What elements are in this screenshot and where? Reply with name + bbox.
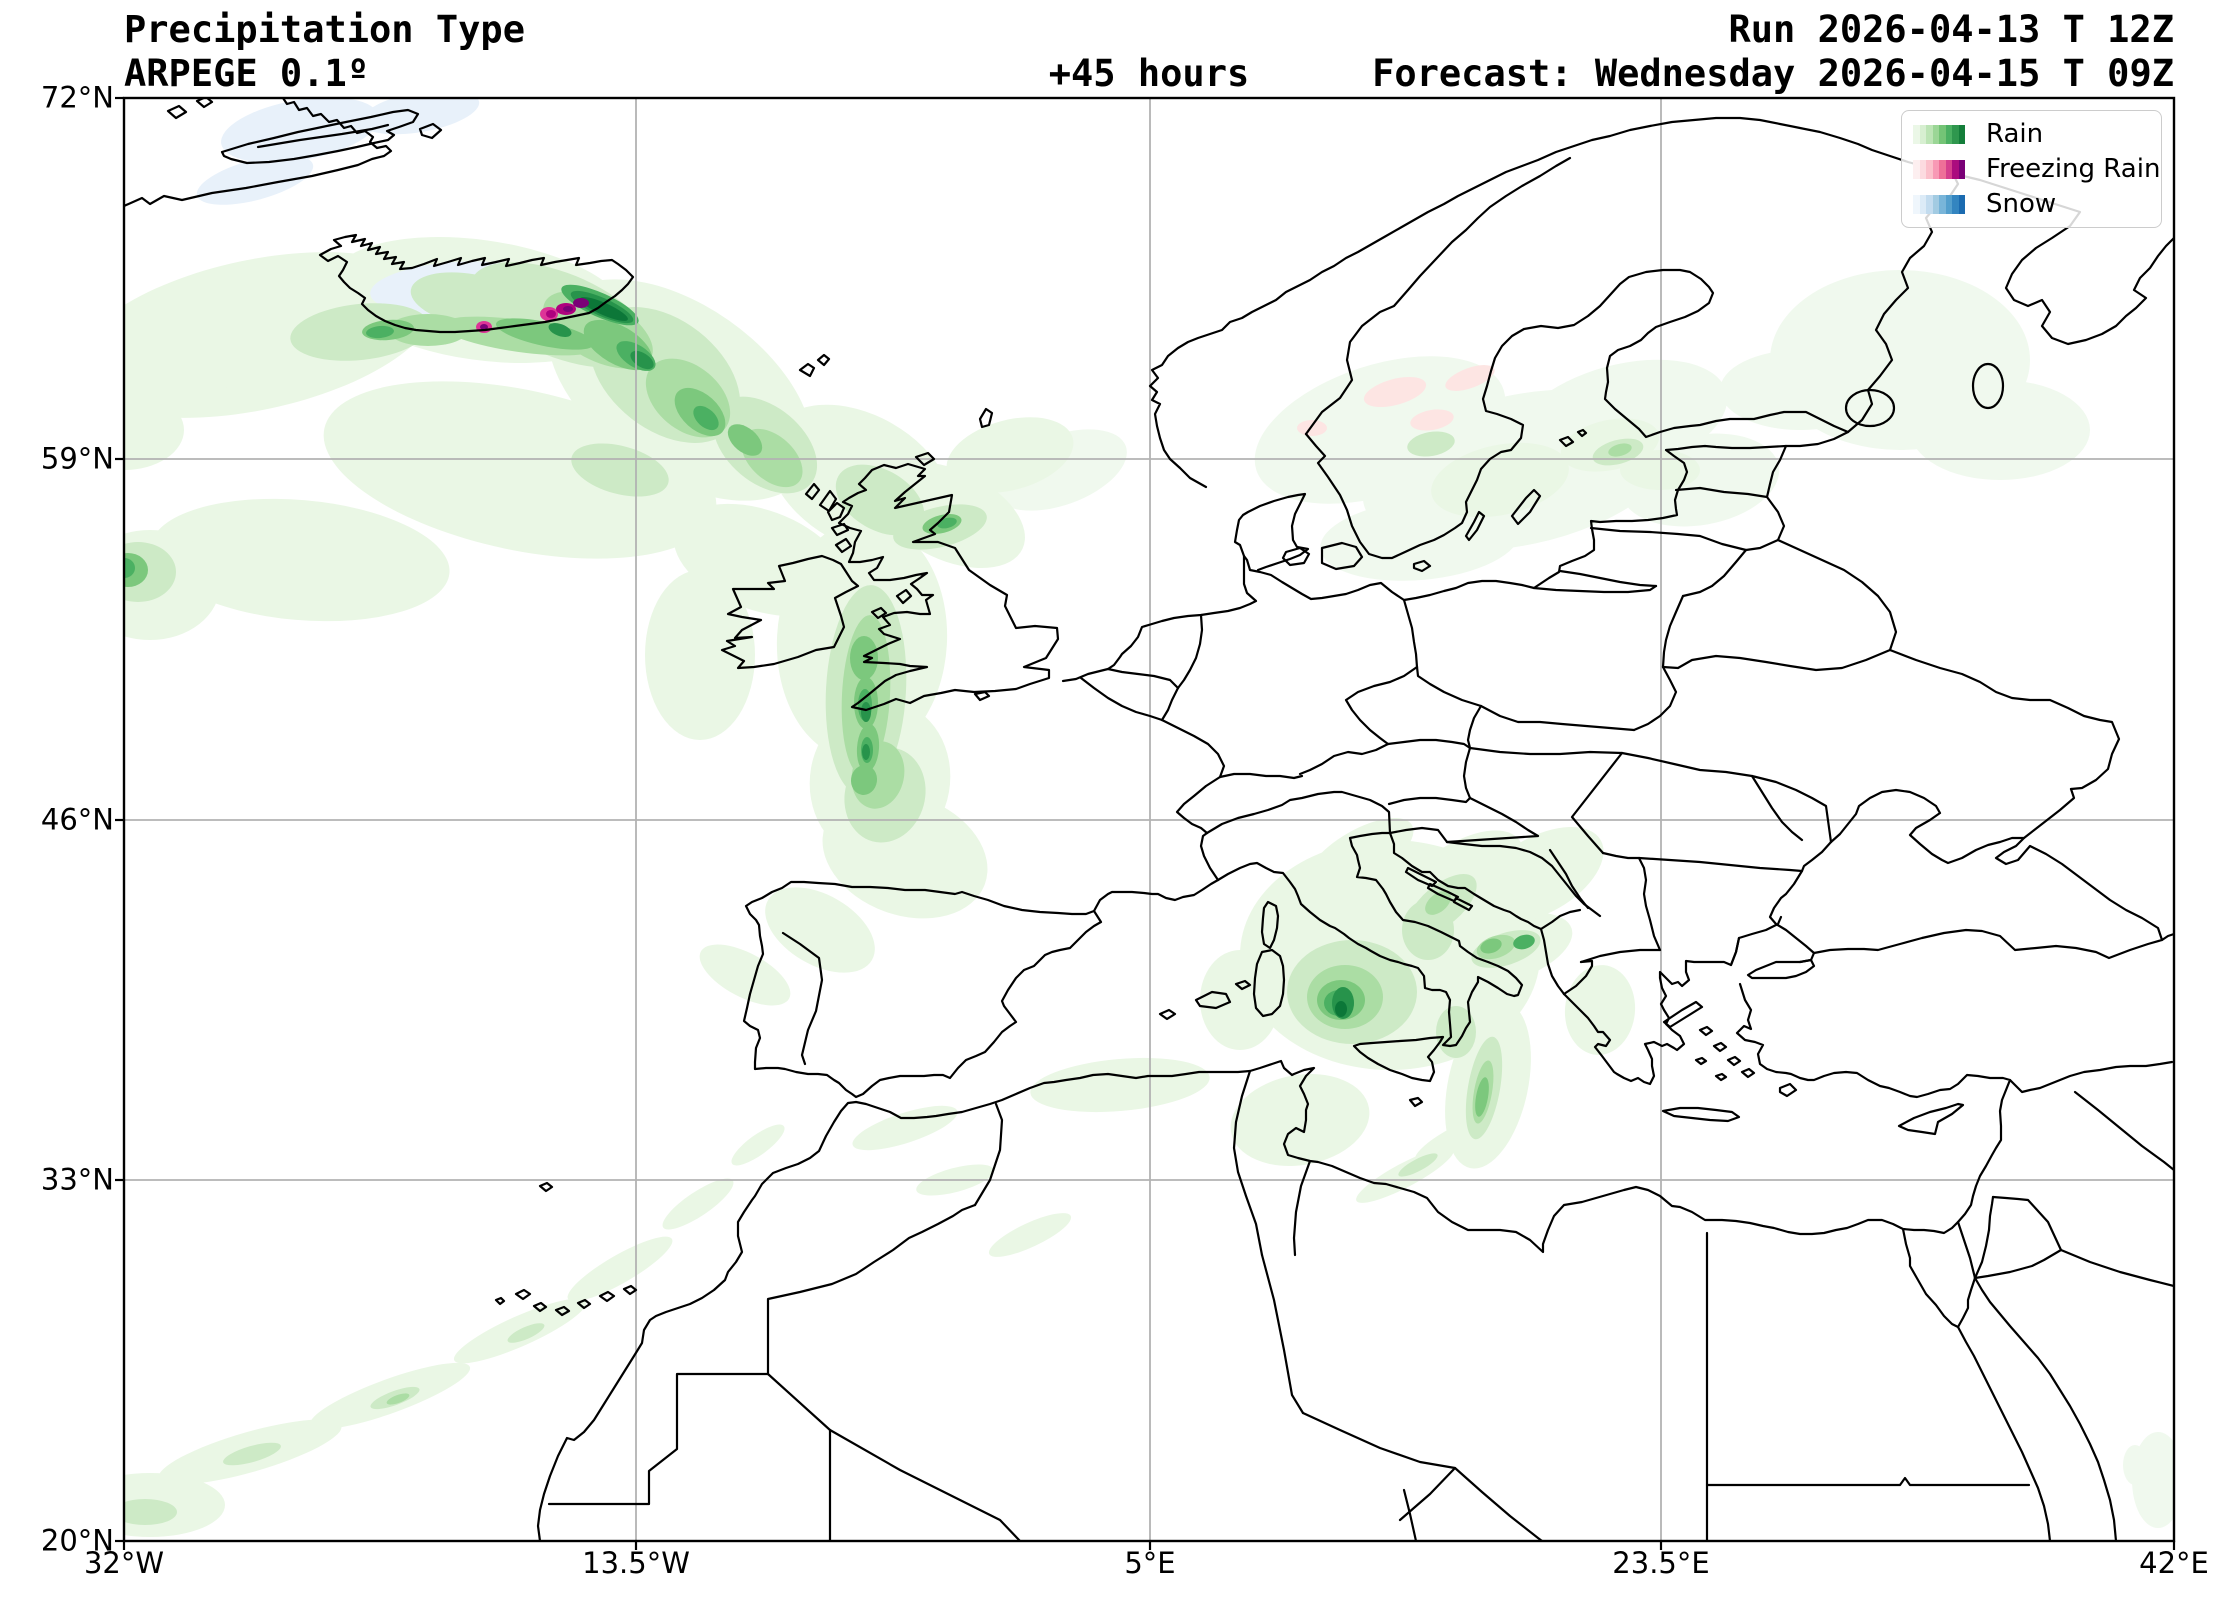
legend-item: Rain — [1913, 119, 2161, 149]
legend-item: Snow — [1913, 189, 2161, 219]
legend-label: Rain — [1986, 119, 2044, 149]
legend-item: Freezing Rain — [1913, 154, 2161, 184]
legend: Rain Freezing Rain Snow — [1901, 110, 2162, 228]
title-line2: ARPEGE 0.1º — [124, 52, 370, 95]
run-label: Run 2026-04-13 T 12Z — [1728, 8, 2174, 51]
x-tick-label: 23.5°E — [1612, 1546, 1710, 1580]
coastlines-borders — [124, 98, 2174, 1541]
x-tick-label: 32°W — [83, 1546, 165, 1580]
legend-color-swatch — [1913, 194, 1965, 214]
x-tick-label: 42°E — [2139, 1546, 2209, 1580]
legend-label: Snow — [1986, 189, 2057, 219]
run-info: Run 2026-04-13 T 12Z Forecast: Wednesday… — [1372, 8, 2174, 96]
y-tick-label: 20°N — [40, 1523, 114, 1558]
y-tick-label: 33°N — [40, 1162, 114, 1197]
axis-ticks — [115, 96, 2176, 1550]
figure-title: Precipitation Type ARPEGE 0.1º — [124, 8, 525, 96]
legend-color-swatch — [1913, 124, 1965, 144]
forecast-label: Forecast: Wednesday 2026-04-15 T 09Z — [1372, 52, 2174, 95]
y-tick-label: 72°N — [40, 80, 114, 115]
precipitation-layer — [124, 98, 2174, 1537]
legend-label: Freezing Rain — [1986, 154, 2161, 184]
title-line1: Precipitation Type — [124, 8, 525, 51]
y-tick-label: 46°N — [40, 802, 114, 837]
lead-time-label: +45 hours — [1048, 52, 1250, 95]
x-tick-label: 13.5°W — [582, 1546, 690, 1580]
legend-color-swatch — [1913, 159, 1965, 179]
x-tick-label: 5°E — [1124, 1546, 1176, 1580]
y-tick-label: 59°N — [40, 441, 114, 476]
graticule — [124, 98, 2174, 1541]
